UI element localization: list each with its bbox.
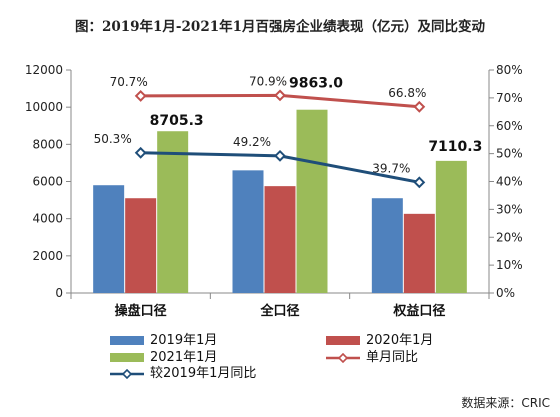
point-label-monthly-yoy: 70.9%: [249, 74, 287, 88]
bar-2019: [93, 185, 125, 293]
legend-item-2019: 2019年1月: [110, 329, 217, 348]
point-label-vs-2019: 39.7%: [372, 161, 410, 175]
y-tick-label-left: 2000: [32, 249, 63, 263]
y-tick-label-left: 6000: [32, 175, 63, 189]
point-label-monthly-yoy: 66.8%: [388, 86, 426, 100]
bar-2020: [125, 198, 157, 293]
bar-value-label-2021: 7110.3: [428, 139, 482, 155]
legend-label-2021: 2021年1月: [150, 350, 218, 365]
point-vs-2019: [134, 146, 147, 159]
legend-swatch-vs2019: [110, 368, 144, 379]
y-tick-label-left: 8000: [32, 137, 63, 151]
bar-2021: [157, 131, 189, 293]
y-tick-label-left: 0: [55, 286, 63, 300]
y-tick-label-left: 10000: [25, 100, 63, 114]
point-label-monthly-yoy: 70.7%: [110, 75, 148, 89]
legend-label-monthly: 单月同比: [366, 350, 419, 365]
y-tick-label-right: 40%: [496, 175, 523, 189]
y-tick-label-left: 4000: [32, 212, 63, 226]
y-tick-label-right: 70%: [496, 91, 523, 105]
y-tick-label-right: 0%: [496, 286, 515, 300]
bar-2020: [403, 213, 435, 293]
y-tick-label-right: 30%: [496, 202, 523, 216]
y-tick-label-right: 50%: [496, 147, 523, 161]
legend-item-2021: 2021年1月: [110, 346, 217, 365]
legend-swatch-2021: [110, 353, 144, 362]
legend-swatch-2020: [326, 336, 360, 345]
bar-2019: [232, 170, 264, 293]
bar-2021: [296, 109, 328, 293]
chart-title: 图：2019年1月-2021年1月百强房企业绩表现（亿元）及同比变动: [74, 19, 486, 35]
category-label: 权益口径: [392, 303, 445, 319]
category-label: 全口径: [259, 303, 299, 319]
category-label: 操盘口径: [115, 303, 167, 319]
bar-2019: [371, 198, 403, 293]
y-tick-label-left: 12000: [25, 63, 63, 77]
legend-label-vs2019: 较2019年1月同比: [150, 366, 257, 381]
point-label-vs-2019: 50.3%: [94, 132, 132, 146]
y-tick-label-right: 60%: [496, 119, 523, 133]
bar-2021: [435, 160, 467, 293]
data-source: 数据来源：CRIC: [461, 396, 550, 410]
point-monthly-yoy: [413, 100, 426, 113]
point-vs-2019: [413, 176, 426, 189]
bar-2020: [264, 186, 296, 293]
legend-label-2020: 2020年1月: [366, 333, 434, 348]
legend-swatch-monthly: [326, 352, 360, 363]
legend-label-2019: 2019年1月: [150, 333, 218, 348]
y-tick-label-right: 10%: [496, 258, 523, 272]
legend-swatch-2019: [110, 336, 144, 345]
legend-item-2020: 2020年1月: [326, 329, 433, 348]
point-monthly-yoy: [134, 90, 147, 102]
point-label-vs-2019: 49.2%: [233, 135, 271, 149]
bar-value-label-2021: 8705.3: [150, 113, 204, 129]
y-tick-label-right: 20%: [496, 230, 523, 244]
legend-item-vs2019: 较2019年1月同比: [110, 362, 256, 381]
point-vs-2019: [274, 149, 286, 162]
bar-value-label-2021: 9863.0: [289, 76, 343, 92]
legend-item-monthly: 单月同比: [326, 346, 418, 365]
y-tick-label-right: 80%: [496, 63, 523, 77]
point-monthly-yoy: [274, 89, 286, 102]
